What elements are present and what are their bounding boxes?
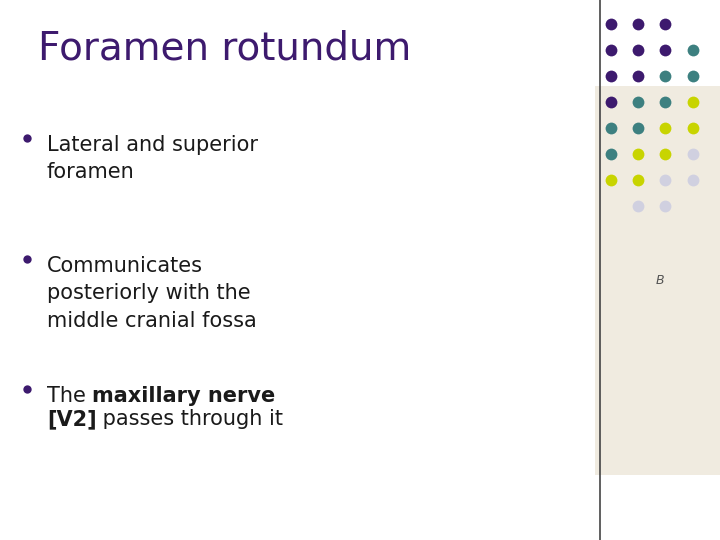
Text: passes through it: passes through it bbox=[96, 409, 284, 429]
Text: maxillary nerve: maxillary nerve bbox=[92, 386, 276, 406]
Text: Lateral and superior
foramen: Lateral and superior foramen bbox=[47, 134, 258, 182]
Text: The: The bbox=[47, 386, 92, 406]
Text: B: B bbox=[656, 274, 665, 287]
Text: [V2]: [V2] bbox=[47, 409, 96, 429]
Text: Communicates
posteriorly with the
middle cranial fossa: Communicates posteriorly with the middle… bbox=[47, 256, 256, 330]
Text: Foramen rotundum: Foramen rotundum bbox=[38, 30, 411, 68]
Bar bbox=[595, 86, 720, 475]
